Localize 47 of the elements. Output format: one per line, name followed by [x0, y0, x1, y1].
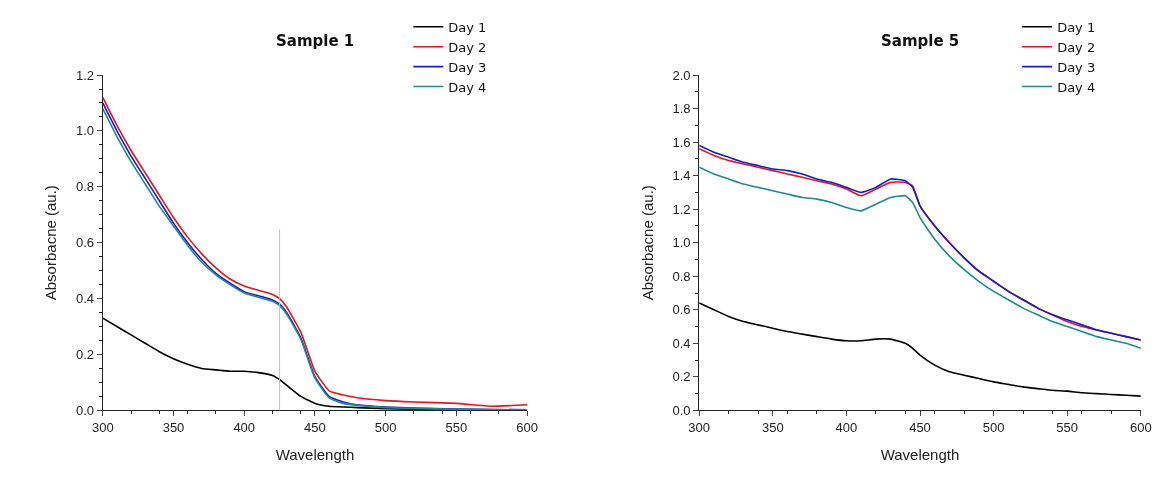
y-tick-label: 0.4: [75, 291, 95, 307]
y-tick-label: 2.0: [672, 67, 691, 83]
legend-label: Day 2: [1057, 39, 1096, 55]
y-tick-label: 0.2: [672, 369, 691, 385]
x-tick-label: 400: [233, 420, 256, 436]
legend-label: Day 2: [448, 39, 487, 55]
y-tick-label: 0.6: [75, 235, 95, 251]
y-tick-label: 0.4: [672, 335, 691, 351]
x-tick-label: 600: [1129, 420, 1152, 436]
y-tick-label: 0.8: [672, 268, 691, 284]
legend-label: Day 1: [1057, 19, 1096, 35]
legend-label: Day 4: [448, 79, 487, 95]
y-tick-label: 0.6: [672, 302, 691, 318]
x-tick-label: 350: [162, 420, 185, 436]
legend-label: Day 4: [1057, 79, 1096, 95]
x-tick-label: 350: [761, 420, 784, 436]
x-tick-label: 300: [688, 420, 711, 436]
x-tick-label: 550: [445, 420, 468, 436]
y-tick-label: 1.6: [672, 134, 691, 150]
legend-label: Day 3: [1057, 59, 1096, 75]
x-tick-label: 450: [909, 420, 931, 436]
y-tick-label: 1.2: [672, 201, 691, 217]
y-axis-title: Absorbacne (au.): [42, 185, 60, 301]
y-tick-label: 1.8: [672, 101, 691, 117]
x-tick-label: 500: [982, 420, 1005, 436]
y-tick-label: 1.0: [75, 123, 95, 139]
x-tick-label: 600: [516, 420, 538, 436]
y-tick-label: 0.0: [75, 402, 95, 418]
chart-title: Sample 5: [881, 32, 960, 50]
legend-label: Day 3: [448, 59, 487, 75]
x-tick-label: 500: [374, 420, 397, 436]
legend-label: Day 1: [448, 19, 487, 35]
y-tick-label: 0.0: [672, 402, 691, 418]
y-tick-label: 0.2: [75, 347, 95, 363]
y-axis-title: Absorbacne (au.): [638, 185, 656, 301]
y-tick-label: 0.8: [75, 179, 95, 195]
x-tick-label: 450: [304, 420, 326, 436]
y-tick-label: 1.0: [672, 235, 691, 251]
x-axis-title: Wavelength: [880, 446, 960, 464]
line-series: [699, 302, 1141, 397]
x-tick-label: 400: [835, 420, 858, 436]
x-tick-label: 550: [1056, 420, 1079, 436]
y-tick-label: 1.4: [672, 168, 691, 184]
x-tick-label: 300: [91, 420, 114, 436]
chart-title: Sample 1: [276, 32, 355, 50]
y-tick-label: 1.2: [75, 67, 95, 83]
x-axis-title: Wavelength: [275, 446, 355, 464]
